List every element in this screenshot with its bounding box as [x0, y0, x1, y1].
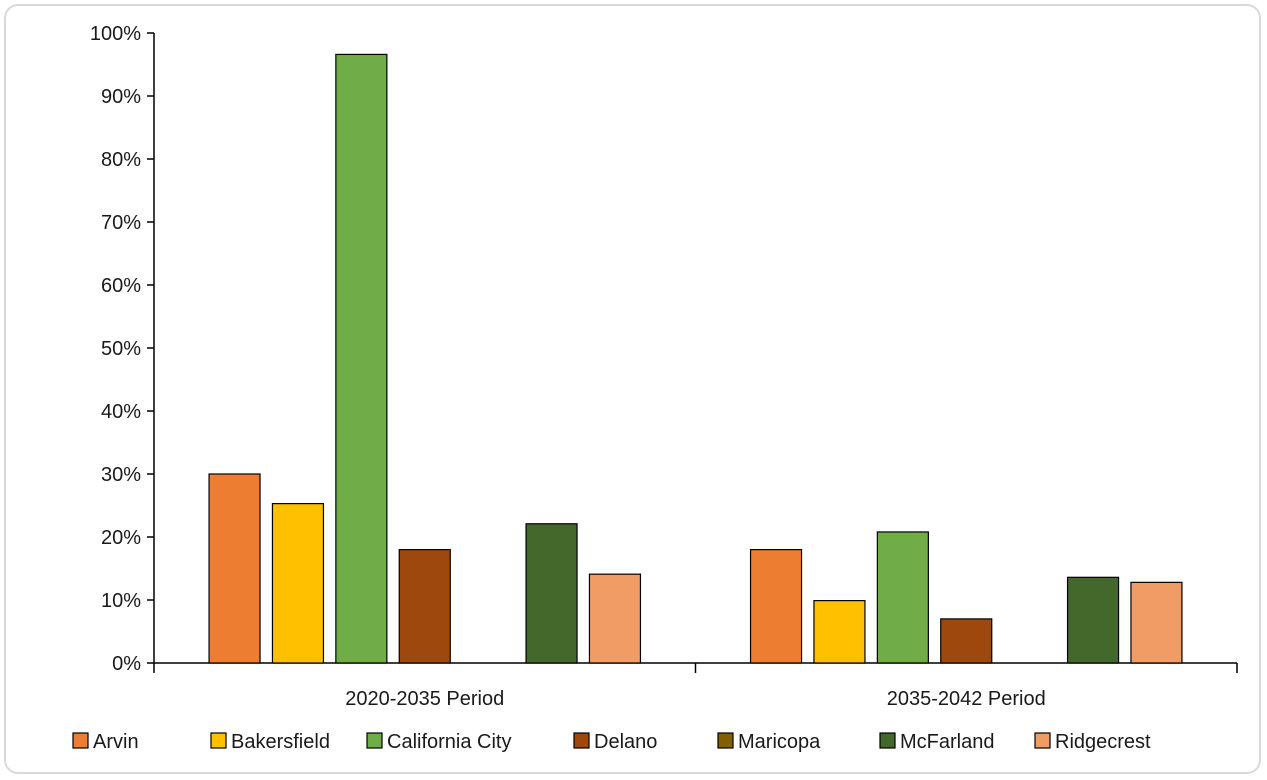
y-axis: 0% 10% 20% 30% 40% 50% 60% 70% 80% 90% 100% [90, 23, 155, 675]
bar-california-city [335, 53, 388, 664]
y-tick-label: 100% [90, 23, 141, 45]
legend-swatch [717, 732, 734, 749]
bar-bakersfield [813, 600, 866, 664]
legend-swatch [573, 732, 590, 749]
bars [208, 53, 1183, 664]
y-tick-label: 50% [101, 338, 141, 360]
bar-mcfarland [1066, 576, 1120, 664]
legend-swatch [1034, 732, 1051, 749]
y-tick-label: 90% [101, 86, 141, 108]
bar-california-city [876, 531, 929, 664]
y-tick-label: 80% [101, 149, 141, 171]
bar-ridgecrest [1130, 581, 1183, 664]
bar-bakersfield [271, 503, 325, 664]
legend-swatch [366, 732, 383, 749]
x-category-label: 2035-2042 Period [887, 688, 1046, 710]
bar-mcfarland [525, 523, 578, 664]
legend-label: California City [387, 731, 511, 753]
bar-delano [940, 618, 993, 664]
legend-label: Bakersfield [231, 731, 330, 753]
legend-swatch [879, 732, 896, 749]
y-tick-label: 40% [101, 401, 141, 423]
legend-swatch [72, 732, 89, 749]
bar-arvin [749, 548, 803, 664]
y-tick-label: 10% [101, 590, 141, 612]
y-tick-label: 70% [101, 212, 141, 234]
y-tick-label: 60% [101, 275, 141, 297]
y-tick-label: 20% [101, 527, 141, 549]
legend-label: Maricopa [738, 731, 821, 753]
legend-label: Delano [594, 731, 657, 753]
x-category-label: 2020-2035 Period [345, 688, 504, 710]
bar-ridgecrest [588, 573, 642, 664]
legend-swatch [210, 732, 227, 749]
y-tick-label: 0% [112, 653, 141, 675]
x-axis: 2020-2035 Period 2035-2042 Period [153, 662, 1238, 710]
legend-label: Arvin [93, 731, 139, 753]
legend-label: McFarland [900, 731, 994, 753]
bar-arvin [208, 473, 261, 664]
y-tick-label: 30% [101, 464, 141, 486]
legend-label: Ridgecrest [1055, 731, 1151, 753]
bar-delano [398, 548, 451, 664]
legend: Arvin Bakersfield California City Delano Mar… [72, 731, 1151, 753]
